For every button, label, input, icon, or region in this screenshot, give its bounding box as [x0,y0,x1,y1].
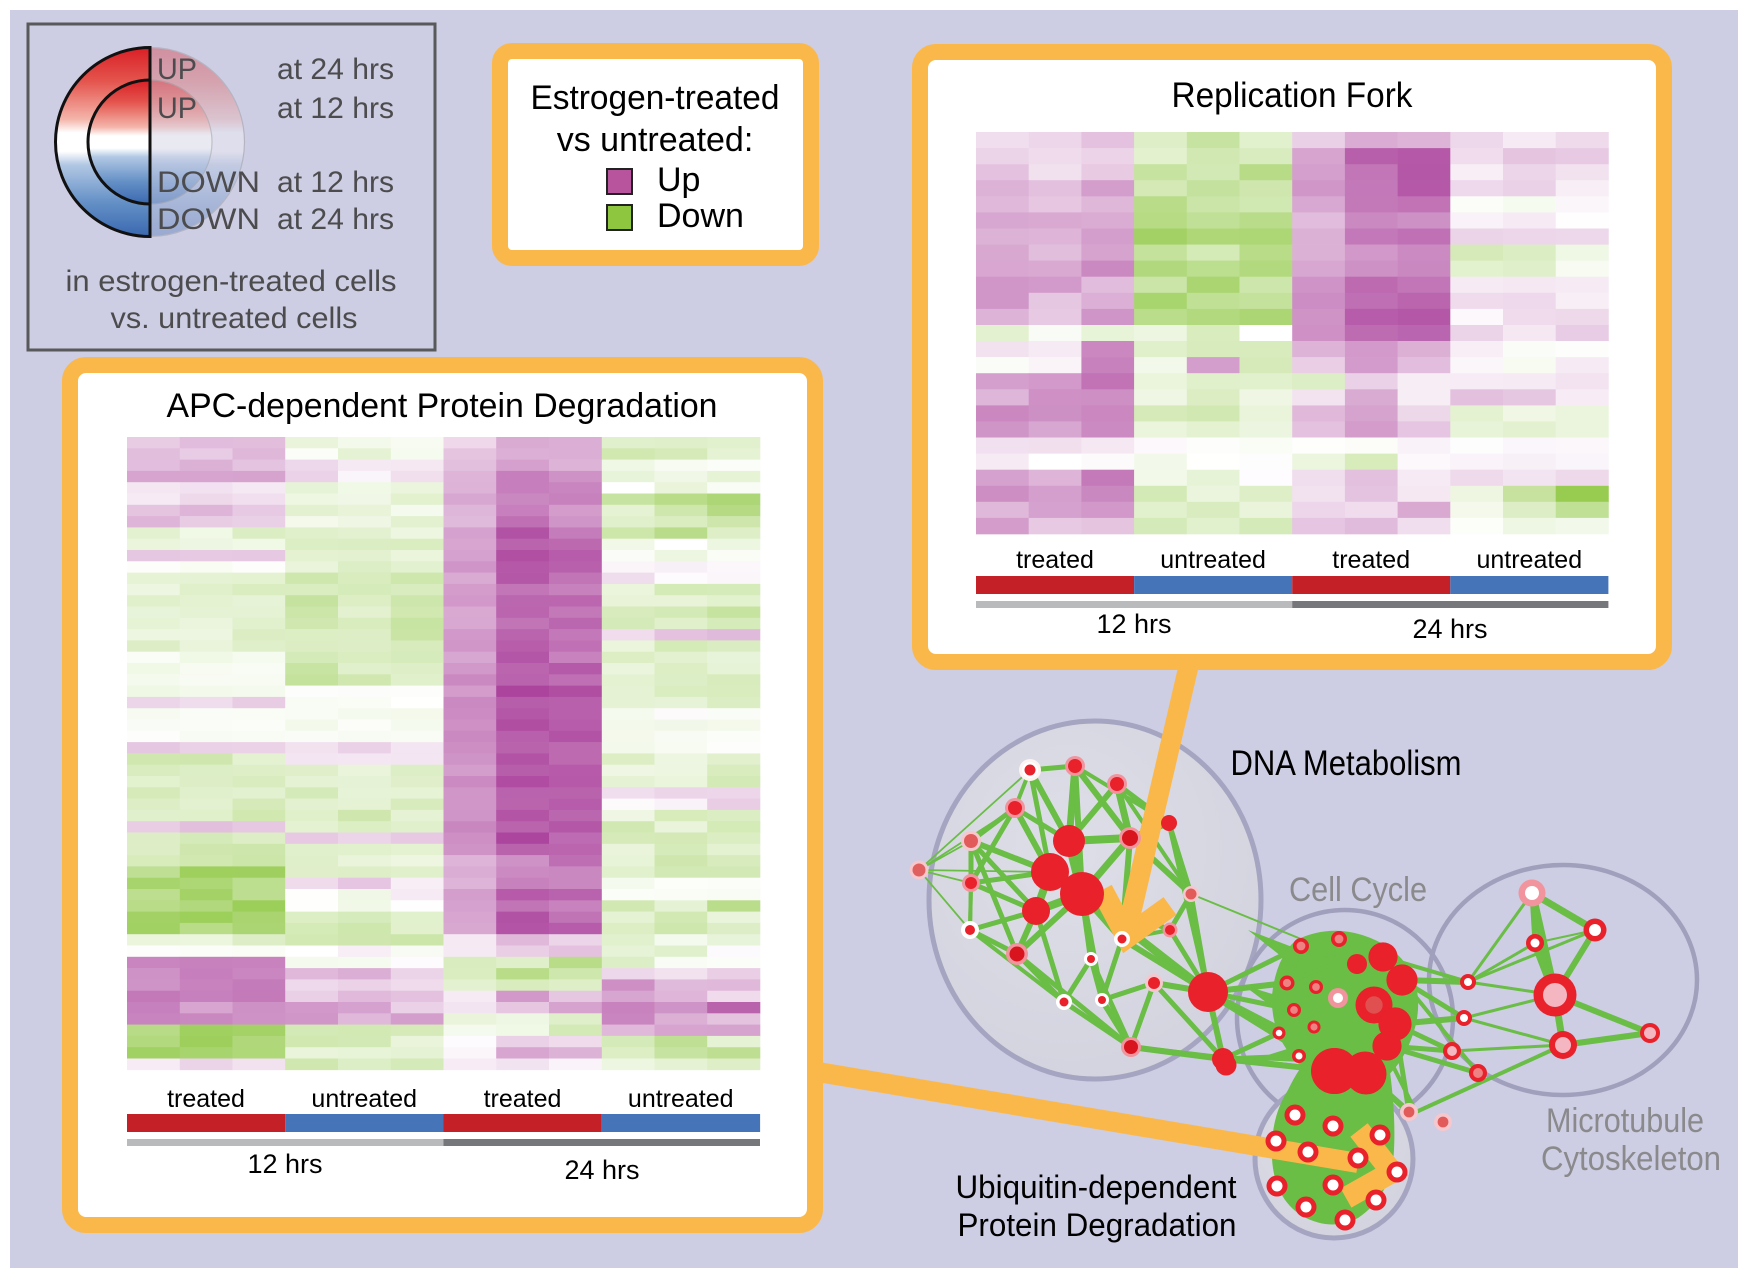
svg-text:vs untreated:: vs untreated: [557,121,754,159]
svg-text:at 12 hrs: at 12 hrs [277,166,394,199]
svg-text:24 hrs: 24 hrs [1412,614,1487,644]
svg-text:12 hrs: 12 hrs [1096,609,1171,639]
svg-text:in estrogen-treated cells: in estrogen-treated cells [66,265,397,298]
svg-text:Microtubule: Microtubule [1546,1102,1704,1140]
svg-text:DOWN: DOWN [157,166,260,199]
svg-text:DOWN: DOWN [157,203,260,236]
svg-text:treated: treated [1016,546,1094,574]
svg-text:DNA Metabolism: DNA Metabolism [1231,744,1462,783]
svg-text:Estrogen-treated: Estrogen-treated [531,79,780,117]
svg-text:treated: treated [167,1085,245,1113]
svg-text:Up: Up [657,161,700,199]
svg-text:Replication Fork: Replication Fork [1172,76,1413,115]
svg-text:untreated: untreated [628,1085,734,1113]
svg-text:Protein Degradation: Protein Degradation [958,1207,1237,1243]
svg-text:Down: Down [657,197,744,235]
svg-text:APC-dependent Protein Degradat: APC-dependent Protein Degradation [167,387,718,425]
svg-text:at 12 hrs: at 12 hrs [277,92,394,125]
svg-text:Cell Cycle: Cell Cycle [1289,871,1427,909]
svg-text:treated: treated [1332,546,1410,574]
svg-text:treated: treated [484,1085,562,1113]
svg-text:Ubiquitin-dependent: Ubiquitin-dependent [956,1169,1237,1205]
svg-text:UP: UP [157,92,197,125]
svg-text:untreated: untreated [311,1085,417,1113]
svg-text:at 24 hrs: at 24 hrs [277,203,394,236]
svg-text:vs. untreated cells: vs. untreated cells [111,302,358,335]
svg-text:at 24 hrs: at 24 hrs [277,53,394,86]
svg-text:untreated: untreated [1476,546,1582,574]
svg-text:Cytoskeleton: Cytoskeleton [1541,1140,1721,1178]
svg-text:24 hrs: 24 hrs [564,1155,639,1185]
svg-text:UP: UP [157,53,197,86]
svg-text:untreated: untreated [1160,546,1266,574]
svg-text:12 hrs: 12 hrs [247,1149,322,1179]
